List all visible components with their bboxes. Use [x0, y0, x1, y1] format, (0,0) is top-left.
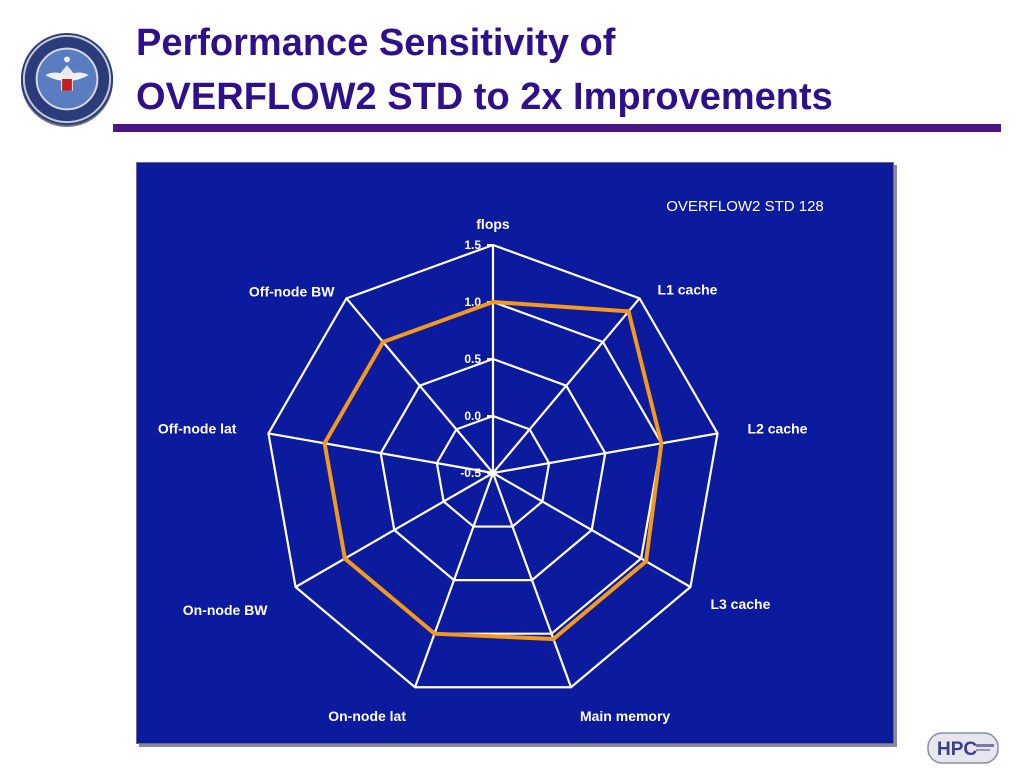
data-point-on-node-lat	[432, 631, 437, 636]
legend-series-name: OVERFLOW2 STD 128	[666, 198, 824, 215]
hpc-logo-icon: HPC	[927, 732, 999, 764]
axis-spoke	[294, 472, 494, 588]
department-of-defense-seal-icon	[20, 32, 114, 128]
tick-label: 0.5	[464, 352, 481, 366]
data-point-l3-cache	[643, 559, 649, 564]
hpc-logo-text: HPC	[937, 739, 977, 760]
data-point-flops	[490, 299, 496, 305]
axis-spoke	[413, 472, 495, 688]
data-point-off-node-lat	[322, 441, 327, 446]
axis-label-l3-cache: L3 cache	[710, 596, 770, 612]
tick-label: -0.5	[460, 466, 481, 480]
chart-panel: -0.5 0.0 0.5 1.0 1.5 flops L1 cache L2 cache L3 …	[136, 162, 894, 744]
axis-label-on-node-lat: On-node lat	[328, 708, 406, 724]
tick-label: 0.0	[464, 409, 481, 423]
grid-ring	[267, 243, 719, 689]
axis-spoke	[268, 432, 494, 475]
data-point-off-node-bw	[380, 339, 386, 345]
axis-label-l2-cache: L2 cache	[748, 420, 808, 436]
radar-chart: -0.5 0.0 0.5 1.0 1.5 flops L1 cache L2 cache L3 …	[158, 198, 824, 724]
axis-label-off-node-lat: Off-node lat	[158, 420, 237, 436]
axis-label-on-node-bw: On-node BW	[183, 602, 269, 618]
data-point-l2-cache	[659, 441, 664, 446]
axis-spoke	[492, 297, 641, 474]
tick-label: 1.0	[464, 295, 481, 309]
tick-label: 1.5	[464, 238, 481, 252]
data-point-l1-cache	[626, 309, 631, 314]
data-point-on-node-bw	[342, 556, 348, 561]
page-title-line-2: OVERFLOW2 STD to 2x Improvements	[136, 76, 833, 118]
axis-label-off-node-bw: Off-node BW	[249, 283, 335, 299]
data-point-main-memory	[551, 636, 556, 642]
axis-spoke	[345, 297, 494, 474]
series-line-overflow2-std-128	[322, 299, 664, 642]
grid-ring	[379, 357, 607, 582]
axis-spoke	[492, 472, 692, 588]
page-title-line-1: Performance Sensitivity of	[136, 22, 616, 64]
axis-spoke	[492, 432, 718, 475]
axis-label-l1-cache: L1 cache	[658, 281, 718, 297]
axis-label-main-memory: Main memory	[580, 708, 670, 724]
title-divider	[113, 124, 1001, 132]
axis-spoke	[491, 472, 573, 688]
axis-label-flops: flops	[476, 216, 510, 232]
grid-ring	[435, 414, 551, 528]
